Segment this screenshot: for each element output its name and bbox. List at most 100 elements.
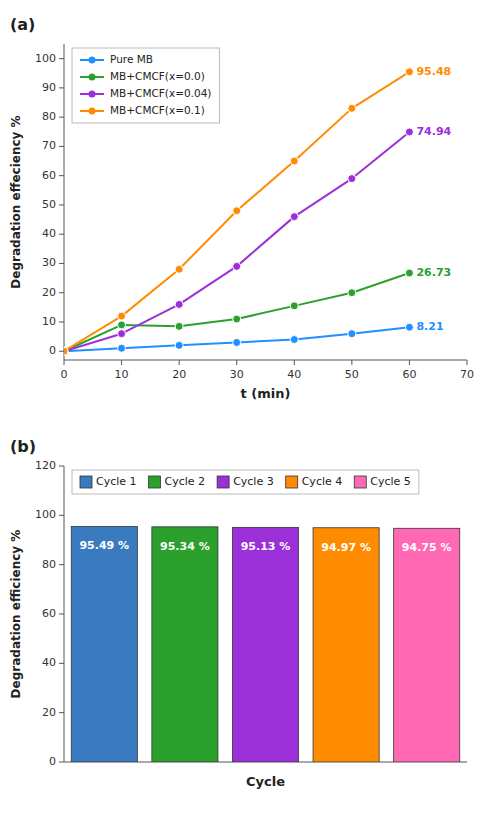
legend-frame [72,48,219,123]
data-label: 95.34 % [160,540,210,553]
bar [394,528,460,762]
y-tick [59,564,64,565]
y-tick [59,712,64,713]
y-tick [59,146,64,147]
series-marker [405,128,413,136]
legend-label: MB+CMCF(x=0.04) [110,87,211,99]
y-tick-label: 90 [42,81,56,94]
series-marker [290,213,298,221]
series-marker [348,330,356,338]
legend-swatch [149,476,161,488]
y-tick [59,614,64,615]
legend-label: Cycle 4 [302,475,343,488]
y-tick [59,351,64,352]
plot-area [71,526,459,762]
series-marker [118,330,126,338]
chart: 020406080100120(b)CycleDegradation effic… [9,437,467,789]
series-marker [348,104,356,112]
series-marker [290,157,298,165]
x-axis-label: t (min) [241,386,291,401]
x-tick-label: 50 [345,368,359,381]
y-axis-label: Degradation effeciency % [9,115,23,288]
y-tick-label: 0 [49,344,56,357]
series-marker [233,207,241,215]
y-axis-line [64,44,65,360]
x-tick-label: 10 [115,368,129,381]
series-marker [118,321,126,329]
y-tick-label: 80 [42,110,56,123]
legend: Pure MB MB+CMCF(x=0.0) MB+CMCF(x=0.04) MB+C… [72,48,219,123]
series-marker [405,68,413,76]
series-marker [233,262,241,270]
data-label: 95.13 % [241,540,291,553]
data-labels: 8.2126.7374.9495.48 [416,65,451,333]
x-axis-line [64,360,467,361]
x-tick-label: 70 [460,368,474,381]
legend: Cycle 1Cycle 2Cycle 3Cycle 4Cycle 5 [72,470,419,494]
y-tick-label: 60 [42,607,56,620]
y-tick [59,87,64,88]
data-label: 8.21 [416,320,443,333]
chart: 0102030405060708090100010203040506070(a)… [9,15,474,401]
legend-swatch [286,476,298,488]
series-marker [64,347,68,355]
x-tick [294,360,295,365]
x-tick-label: 30 [230,368,244,381]
legend-marker [89,74,96,81]
series-line [64,273,409,351]
series-marker [290,336,298,344]
x-tick-label: 40 [287,368,301,381]
data-label: 26.73 [416,266,451,279]
x-axis-label: Cycle [246,774,285,789]
y-tick-label: 20 [42,706,56,719]
y-tick [59,515,64,516]
series-marker [175,341,183,349]
bar [71,526,137,762]
y-tick [59,466,64,467]
x-tick-label: 20 [172,368,186,381]
series-marker [175,265,183,273]
series-marker [348,289,356,297]
axes: 020406080100120 [35,459,467,768]
axes: 0102030405060708090100010203040506070 [35,44,474,381]
chart-title: (a) [10,15,35,34]
y-tick-label: 70 [42,139,56,152]
y-tick [59,762,64,763]
y-tick-label: 60 [42,169,56,182]
series-line [64,72,409,351]
y-tick [59,663,64,664]
legend-marker [89,57,96,64]
y-tick [59,263,64,264]
x-tick [179,360,180,365]
series-marker [233,315,241,323]
chart-title: (b) [10,437,36,456]
y-tick [59,292,64,293]
legend-label: MB+CMCF(x=0.1) [110,104,205,116]
series-marker [64,347,68,355]
y-tick-label: 30 [42,256,56,269]
y-tick-label: 10 [42,315,56,328]
y-axis-label: Degradation efficiency % [9,530,23,699]
series-marker [348,175,356,183]
data-labels: 95.49 %95.34 %95.13 %94.97 %94.75 % [79,539,451,554]
series-marker [118,312,126,320]
legend-label: Pure MB [110,53,153,65]
x-tick [64,360,65,365]
legend-label: Cycle 5 [370,475,411,488]
page: {"chart_data": [ {"type": "line", "title… [0,0,490,830]
data-label: 95.48 [416,65,451,78]
y-tick-label: 0 [49,755,56,768]
bar [313,528,379,762]
plot-area [64,68,413,355]
y-tick-label: 80 [42,558,56,571]
x-tick [121,360,122,365]
x-tick-label: 0 [61,368,68,381]
legend-label: MB+CMCF(x=0.0) [110,70,205,82]
y-tick-label: 100 [35,52,56,65]
y-tick-label: 20 [42,286,56,299]
y-tick-label: 40 [42,656,56,669]
legend-label: Cycle 2 [165,475,206,488]
x-tick [467,360,468,365]
y-tick [59,117,64,118]
legend-label: Cycle 3 [233,475,274,488]
